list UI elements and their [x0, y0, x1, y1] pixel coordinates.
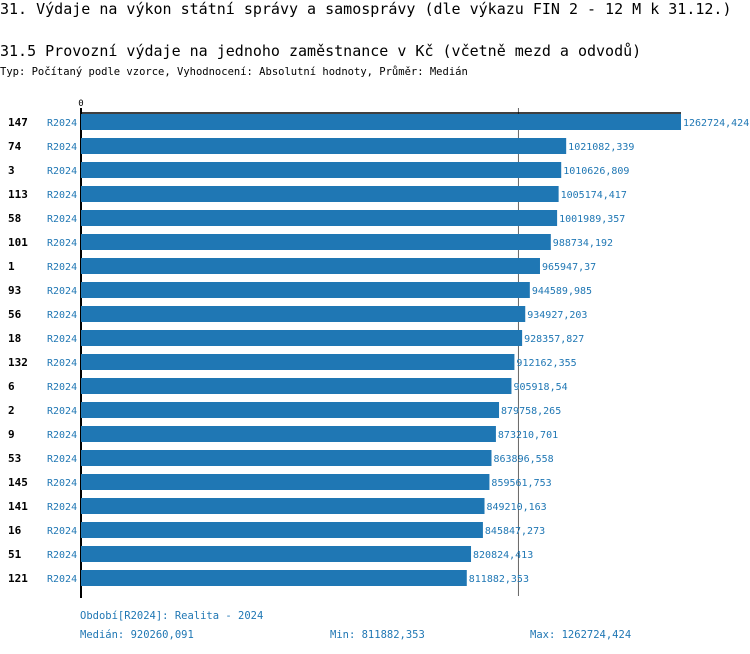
series-label: R2024 [47, 358, 77, 369]
value-label: 1262724,424 [683, 118, 749, 129]
bar [81, 186, 559, 202]
value-label: 849210,163 [487, 502, 547, 513]
bar [81, 234, 551, 250]
min-value: Min: 811882,353 [330, 629, 425, 641]
category-label: 9 [8, 428, 15, 441]
bar [81, 162, 562, 178]
series-label: R2024 [47, 118, 77, 129]
category-label: 1 [8, 260, 15, 273]
series-label: R2024 [47, 262, 77, 273]
category-label: 145 [8, 476, 28, 489]
category-label: 141 [8, 500, 28, 513]
category-label: 3 [8, 164, 15, 177]
value-label: 859561,753 [491, 478, 551, 489]
bar [81, 450, 492, 466]
value-label: 1001989,357 [559, 214, 625, 225]
bar [81, 570, 467, 586]
value-label: 965947,37 [542, 262, 596, 273]
category-label: 6 [8, 380, 15, 393]
category-label: 16 [8, 524, 22, 537]
category-label: 74 [8, 140, 22, 153]
series-label: R2024 [47, 286, 77, 297]
chart-title: 31.5 Provozní výdaje na jednoho zaměstna… [0, 42, 642, 60]
value-label: 934927,203 [527, 310, 587, 321]
series-label: R2024 [47, 406, 77, 417]
series-label: R2024 [47, 502, 77, 513]
series-label: R2024 [47, 142, 77, 153]
bar [81, 426, 496, 442]
max-value: Max: 1262724,424 [530, 629, 632, 641]
value-label: 879758,265 [501, 406, 561, 417]
period-legend: Období[R2024]: Realita - 2024 [80, 610, 264, 622]
value-label: 820824,413 [473, 550, 533, 561]
bar [81, 330, 523, 346]
bar [81, 498, 485, 514]
bar [81, 522, 483, 538]
bar [81, 354, 515, 370]
value-label: 1005174,417 [561, 190, 627, 201]
value-label: 845847,273 [485, 526, 545, 537]
value-label: 905918,54 [513, 382, 567, 393]
category-label: 113 [8, 188, 28, 201]
category-label: 2 [8, 404, 15, 417]
value-label: 811882,353 [469, 574, 529, 585]
bar [81, 402, 500, 418]
series-label: R2024 [47, 166, 77, 177]
value-label: 873210,701 [498, 430, 558, 441]
series-label: R2024 [47, 550, 77, 561]
series-label: R2024 [47, 382, 77, 393]
x-tick-label: 0 [78, 99, 83, 109]
bar [81, 282, 530, 298]
category-label: 56 [8, 308, 22, 321]
bar [81, 258, 540, 274]
bar [81, 378, 512, 394]
category-label: 53 [8, 452, 21, 465]
category-label: 147 [8, 116, 28, 129]
category-label: 93 [8, 284, 21, 297]
series-label: R2024 [47, 238, 77, 249]
value-label: 944589,985 [532, 286, 592, 297]
series-label: R2024 [47, 310, 77, 321]
bar [81, 306, 526, 322]
series-label: R2024 [47, 430, 77, 441]
category-label: 101 [8, 236, 28, 249]
value-label: 863896,558 [493, 454, 553, 465]
bar [81, 114, 681, 130]
bar [81, 138, 567, 154]
category-label: 18 [8, 332, 21, 345]
value-label: 912162,355 [516, 358, 576, 369]
category-label: 121 [8, 572, 28, 585]
bar [81, 210, 558, 226]
value-label: 988734,192 [553, 238, 613, 249]
series-label: R2024 [47, 214, 77, 225]
value-label: 928357,827 [524, 334, 584, 345]
value-label: 1021082,339 [568, 142, 634, 153]
category-label: 51 [8, 548, 22, 561]
category-label: 58 [8, 212, 21, 225]
median-value: Medián: 920260,091 [80, 629, 194, 641]
series-label: R2024 [47, 454, 77, 465]
series-label: R2024 [47, 478, 77, 489]
series-label: R2024 [47, 334, 77, 345]
bar [81, 546, 472, 562]
series-label: R2024 [47, 574, 77, 585]
category-label: 132 [8, 356, 28, 369]
series-label: R2024 [47, 526, 77, 537]
value-label: 1010626,809 [563, 166, 629, 177]
series-label: R2024 [47, 190, 77, 201]
bar [81, 474, 490, 490]
chart-description: Typ: Počítaný podle vzorce, Vyhodnocení:… [0, 66, 468, 78]
page-title: 31. Výdaje na výkon státní správy a samo… [0, 0, 732, 18]
